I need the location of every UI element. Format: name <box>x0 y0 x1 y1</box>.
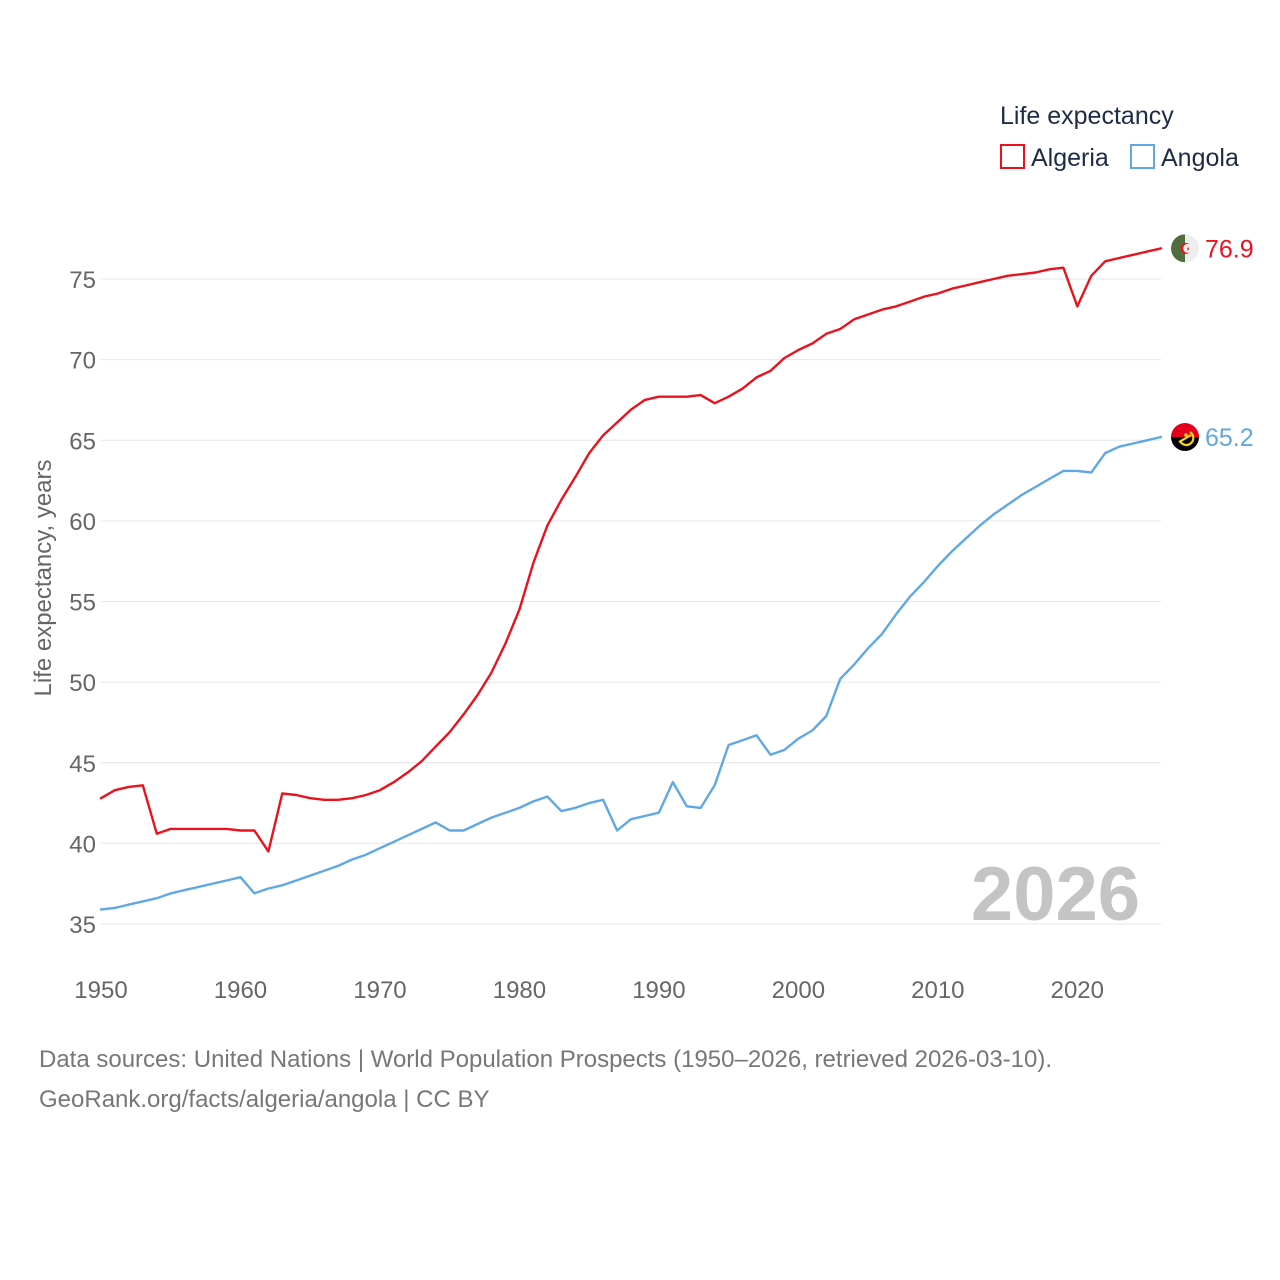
series-line-angola[interactable] <box>99 435 1163 911</box>
y-tick-label: 65 <box>69 428 96 455</box>
x-tick-label: 1980 <box>493 977 546 1004</box>
y-tick-label: 75 <box>69 267 96 294</box>
footer-sources: Data sources: United Nations | World Pop… <box>39 1046 1053 1073</box>
legend-swatch-angola <box>1130 144 1155 169</box>
legend-label-algeria: Algeria <box>1031 144 1109 172</box>
y-tick-label: 35 <box>69 912 96 939</box>
y-axis-label: Life expectancy, years <box>30 459 57 696</box>
x-tick-label: 1990 <box>632 977 685 1004</box>
series-lines <box>99 247 1163 911</box>
year-watermark: 2026 <box>971 852 1140 937</box>
y-tick-label: 55 <box>69 590 96 617</box>
y-tick-label: 40 <box>69 831 96 858</box>
series-end-markers: 76.9 65.2 <box>1171 234 1254 452</box>
x-tick-label: 1970 <box>353 977 406 1004</box>
y-tick-label: 45 <box>69 751 96 778</box>
legend-title: Life expectancy <box>1000 102 1174 130</box>
legend: Life expectancy Algeria Angola <box>1000 102 1239 172</box>
x-axis-ticks: 1950 1960 1970 1980 1990 2000 2010 2020 <box>74 977 1104 1004</box>
y-tick-label: 70 <box>69 348 96 375</box>
legend-swatch-algeria <box>1000 144 1025 169</box>
angola-flag-icon <box>1171 423 1199 452</box>
x-tick-label: 1960 <box>214 977 267 1004</box>
x-tick-label: 2000 <box>772 977 825 1004</box>
series-line-algeria[interactable] <box>99 247 1163 853</box>
x-tick-label: 2020 <box>1051 977 1104 1004</box>
end-value-label-angola: 65.2 <box>1205 424 1254 452</box>
line-chart: 35 40 45 50 55 60 65 70 75 1950 1960 1970 1980 1990 2… <box>30 102 1254 1004</box>
end-value-label-algeria: 76.9 <box>1205 235 1254 263</box>
y-tick-label: 60 <box>69 509 96 536</box>
footer-attribution: GeoRank.org/facts/algeria/angola | CC BY <box>39 1086 490 1113</box>
y-axis-ticks: 35 40 45 50 55 60 65 70 75 <box>69 267 96 939</box>
algeria-flag-icon <box>1171 234 1199 263</box>
legend-label-angola: Angola <box>1161 144 1239 172</box>
legend-item-angola[interactable]: Angola <box>1130 144 1239 172</box>
x-tick-label: 1950 <box>74 977 127 1004</box>
y-tick-label: 50 <box>69 670 96 697</box>
legend-item-algeria[interactable]: Algeria <box>1000 144 1109 172</box>
gridlines <box>101 278 1161 925</box>
x-tick-label: 2010 <box>911 977 964 1004</box>
